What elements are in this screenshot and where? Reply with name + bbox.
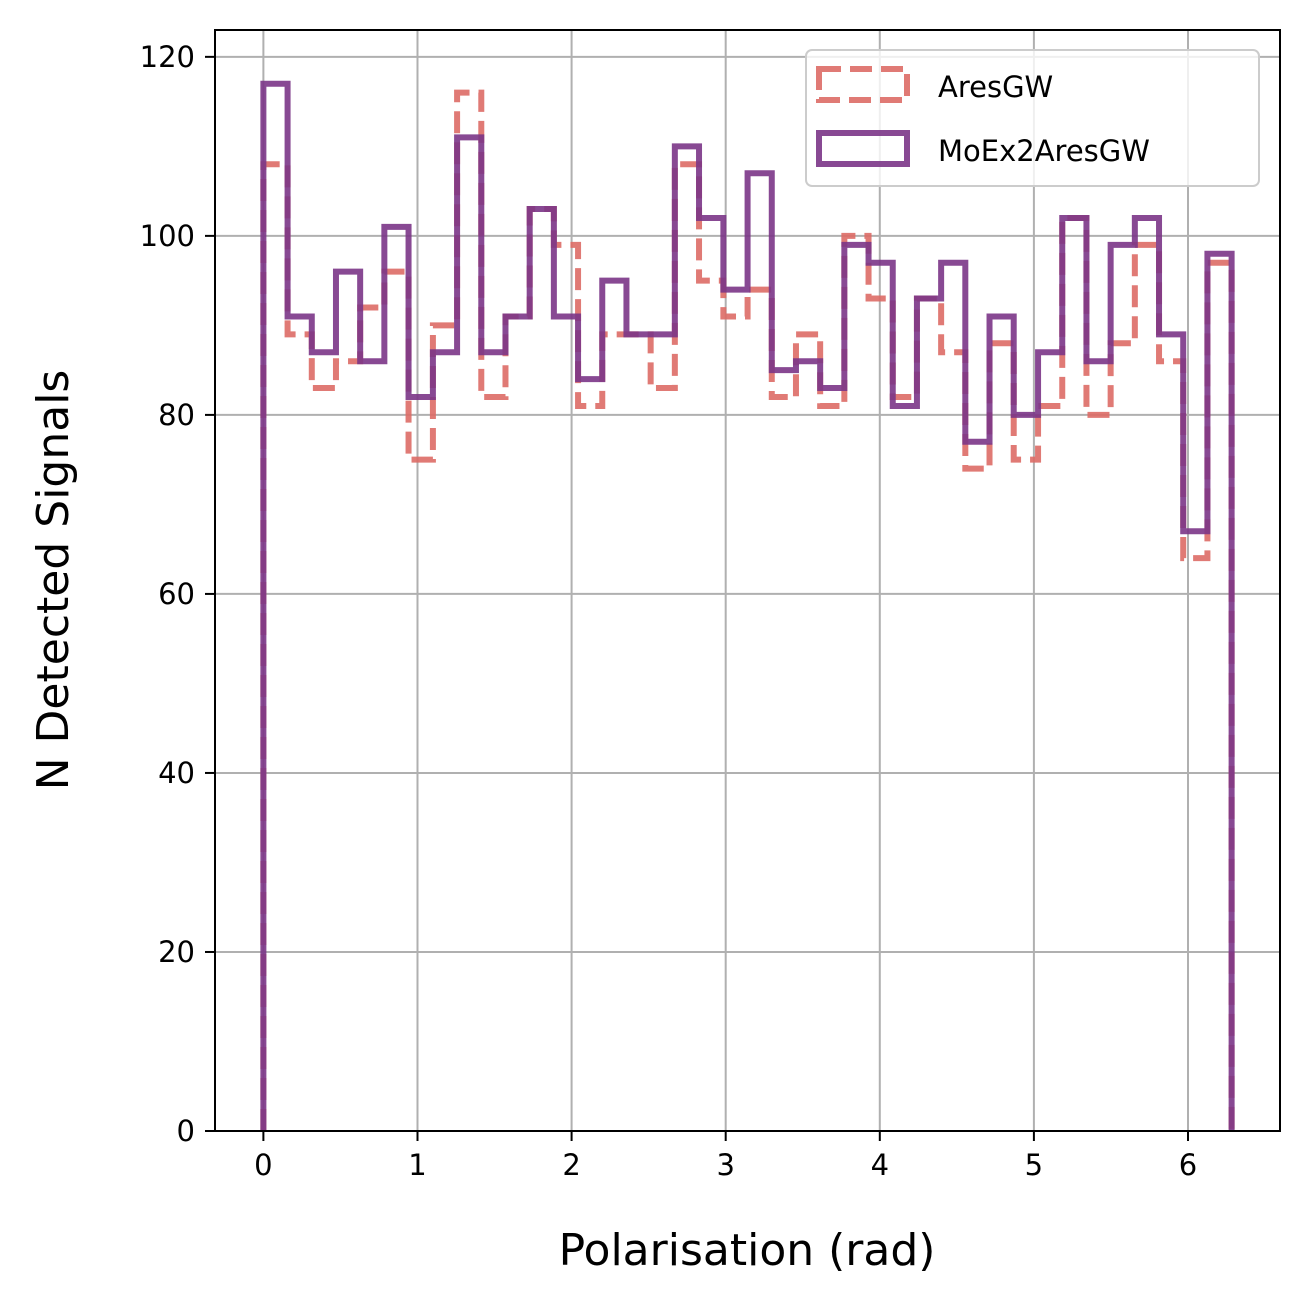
legend-swatch-moex2aresgw <box>816 130 910 167</box>
legend-box <box>805 49 1260 187</box>
x-tick-label: 4 <box>871 1148 889 1182</box>
series-layer <box>260 80 1235 1131</box>
y-tick-label: 40 <box>158 756 195 790</box>
histogram-step-moex2aresgw <box>260 80 1235 1131</box>
x-tick-label: 2 <box>562 1148 580 1182</box>
x-tick-label: 1 <box>408 1148 426 1182</box>
y-tick-label: 100 <box>140 219 195 253</box>
plot-frame <box>214 29 1281 1132</box>
x-axis-title: Polarisation (rad) <box>559 1225 936 1276</box>
x-tick-label: 6 <box>1179 1148 1197 1182</box>
legend-swatch-aresgw <box>816 66 910 103</box>
y-tick-label: 0 <box>177 1114 195 1148</box>
y-tick-label: 120 <box>140 40 195 74</box>
legend-label-moex2aresgw: MoEx2AresGW <box>938 134 1150 168</box>
y-axis-title: N Detected Signals <box>28 370 79 791</box>
x-tick-label: 3 <box>716 1148 734 1182</box>
y-tick-label: 80 <box>158 398 195 432</box>
legend: AresGW MoEx2AresGW <box>805 49 1260 187</box>
y-tick-label: 20 <box>158 935 195 969</box>
x-tick-label: 5 <box>1025 1148 1043 1182</box>
x-tick-label: 0 <box>254 1148 272 1182</box>
y-tick-label: 60 <box>158 577 195 611</box>
legend-label-aresgw: AresGW <box>938 70 1053 104</box>
